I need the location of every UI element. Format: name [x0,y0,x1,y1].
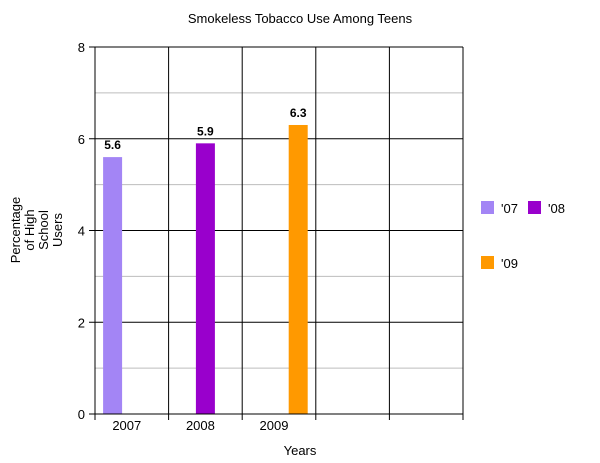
bar [103,157,123,414]
legend: '07 '08 '09 [481,201,565,271]
grid [95,46,464,414]
y-axis-label-line: Users [50,213,65,247]
bars [103,124,308,415]
y-tick-label: 0 [78,407,85,422]
legend-label: '08 [548,201,565,216]
legend-swatch [528,201,541,214]
y-tick-label: 8 [78,40,85,55]
legend-swatch [481,201,494,214]
legend-label: '09 [501,256,518,271]
data-label: 5.6 [104,138,121,152]
x-axis-label: Years [284,443,317,458]
legend-swatch [481,256,494,269]
axes [89,46,464,420]
y-tick-label: 2 [78,315,85,330]
data-label: 5.9 [197,124,214,138]
data-label: 6.3 [290,106,307,120]
legend-label: '07 [501,201,518,216]
bar [195,143,215,414]
x-tick-label: 2007 [112,418,141,433]
y-axis-label-line: School [36,210,51,250]
data-labels: 5.6 5.9 6.3 [104,106,307,152]
chart-title: Smokeless Tobacco Use Among Teens [188,11,413,26]
x-tick-label: 2008 [186,418,215,433]
x-tick-label: 2009 [260,418,289,433]
y-tick-label: 4 [78,224,85,239]
y-axis-label-line: of High [22,209,37,250]
y-axis-label-line: Percentage [8,197,23,264]
tick-labels: 0 2 4 6 8 2007 2008 2009 [78,40,289,433]
y-tick-label: 6 [78,132,85,147]
y-axis-label: Percentage of High School Users [8,197,65,264]
bar [288,124,308,415]
